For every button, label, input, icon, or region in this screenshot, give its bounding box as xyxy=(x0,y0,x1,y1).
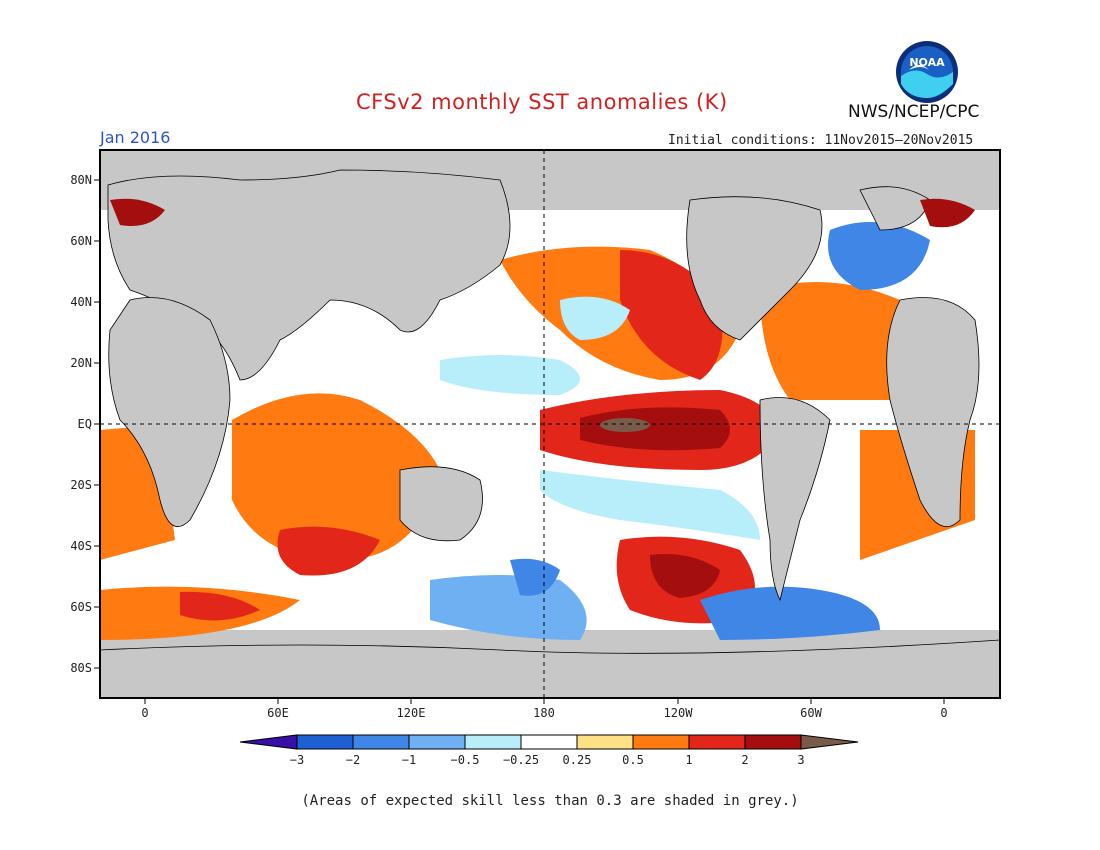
colorbar-segment xyxy=(520,734,578,750)
colorbar-segment xyxy=(744,734,802,750)
colorbar-tick-label: 0.5 xyxy=(622,753,644,767)
colorbar-segment xyxy=(576,734,634,750)
lat-label: 60N xyxy=(70,234,92,248)
colorbar-tick-label: 3 xyxy=(797,753,805,767)
agency-label: NWS/NCEP/CPC xyxy=(848,102,980,122)
colorbar-segment xyxy=(464,734,522,750)
lon-label: 180 xyxy=(533,706,555,720)
initial-conditions: Initial conditions: 11Nov2015–20Nov2015 xyxy=(668,133,974,148)
colorbar-segment xyxy=(688,734,746,750)
noaa-logo-icon: NOAA xyxy=(896,41,958,103)
colorbar-tick-label: −1 xyxy=(401,753,417,767)
forecast-month: Jan 2016 xyxy=(100,128,171,147)
colorbar-tick-label: 1 xyxy=(685,753,693,767)
lat-label: 80N xyxy=(70,173,92,187)
lat-label: 40N xyxy=(70,295,92,309)
lon-label: 0 xyxy=(940,706,948,720)
lat-ticks xyxy=(94,179,100,669)
lat-label: 20N xyxy=(70,356,92,370)
lat-label: EQ xyxy=(77,417,92,431)
map-title: CFSv2 monthly SST anomalies (K) xyxy=(356,90,728,114)
lat-label: 80S xyxy=(70,661,92,675)
colorbar-max-arrow xyxy=(800,734,859,750)
lon-label: 60E xyxy=(267,706,289,720)
colorbar-segment xyxy=(352,734,410,750)
lat-label: 20S xyxy=(70,478,92,492)
lat-label: 40S xyxy=(70,539,92,553)
colorbar-tick-label: −0.5 xyxy=(450,753,480,767)
colorbar-segment xyxy=(632,734,690,750)
lon-label: 120E xyxy=(396,706,426,720)
colorbar-segment xyxy=(296,734,354,750)
skill-footnote: (Areas of expected skill less than 0.3 a… xyxy=(301,793,799,809)
lon-label: 0 xyxy=(141,706,149,720)
colorbar-tick-label: 0.25 xyxy=(562,753,592,767)
colorbar-segment xyxy=(408,734,466,750)
colorbar-min-arrow xyxy=(239,734,298,750)
lon-label: 120W xyxy=(663,706,693,720)
colorbar-tick-label: −2 xyxy=(345,753,361,767)
colorbar-tick-label: −0.25 xyxy=(502,753,540,767)
lon-ticks xyxy=(144,698,945,704)
lat-label: 60S xyxy=(70,600,92,614)
lon-label: 60W xyxy=(800,706,822,720)
noaa-logo-text: NOAA xyxy=(909,56,945,69)
colorbar-tick-label: −3 xyxy=(289,753,305,767)
colorbar-tick-label: 2 xyxy=(741,753,749,767)
